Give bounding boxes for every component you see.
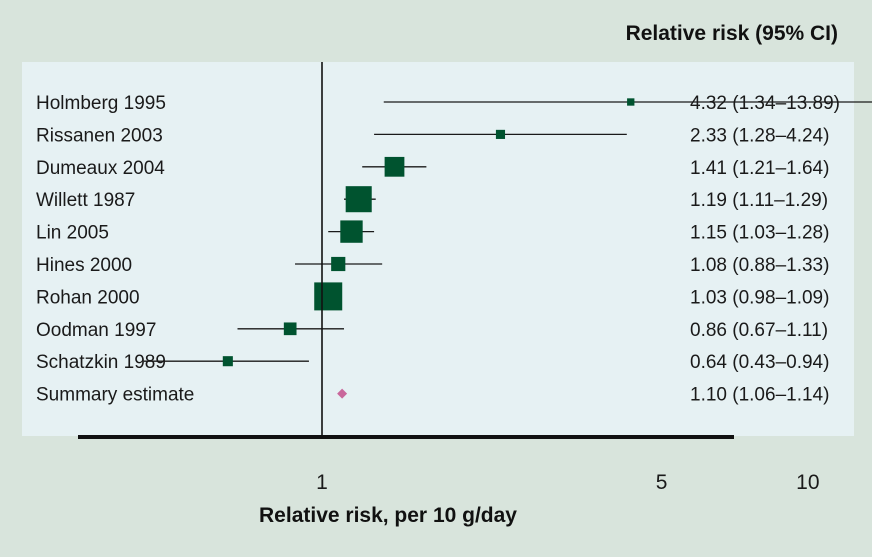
forest-row: Schatzkin 1989 0.64 (0.43–0.94): [36, 352, 829, 373]
point-estimate-marker: [314, 282, 343, 311]
forest-row: Summary estimate 1.10 (1.06–1.14): [36, 385, 829, 406]
study-label: Lin 2005: [36, 223, 109, 244]
study-label: Dumeaux 2004: [36, 158, 165, 179]
study-label: Willett 1987: [36, 190, 135, 211]
rr-ci-text: 1.15 (1.03–1.28): [690, 223, 829, 244]
x-tick-label: 10: [796, 471, 819, 494]
forest-row: Holmberg 1995 4.32 (1.34–13.89): [36, 93, 872, 114]
study-label: Hines 2000: [36, 255, 132, 276]
rr-ci-text: 0.86 (0.67–1.11): [690, 320, 828, 341]
forest-row: Rohan 2000 1.03 (0.98–1.09): [36, 282, 829, 311]
point-estimate-marker: [495, 129, 506, 139]
point-estimate-marker: [627, 98, 635, 106]
forest-row: Rissanen 2003 2.33 (1.28–4.24): [36, 125, 829, 146]
forest-row: Hines 2000 1.08 (0.88–1.33): [36, 255, 829, 276]
study-label: Rissanen 2003: [36, 125, 163, 146]
column-header: Relative risk (95% CI): [626, 22, 838, 45]
rr-ci-text: 1.10 (1.06–1.14): [690, 385, 829, 406]
x-tick-label: 5: [656, 471, 668, 494]
rr-ci-text: 1.03 (0.98–1.09): [690, 287, 829, 308]
study-label: Schatzkin 1989: [36, 352, 166, 373]
rr-ci-text: 1.08 (0.88–1.33): [690, 255, 829, 276]
forest-row: Lin 2005 1.15 (1.03–1.28): [36, 220, 829, 244]
study-rows: Holmberg 1995 4.32 (1.34–13.89) Rissanen 2…: [36, 93, 872, 406]
study-label: Holmberg 1995: [36, 93, 166, 114]
forest-row: Oodman 1997 0.86 (0.67–1.11): [36, 320, 828, 341]
x-axis-title: Relative risk, per 10 g/day: [259, 504, 517, 527]
point-estimate-marker: [345, 186, 372, 213]
point-estimate-marker: [283, 322, 297, 336]
plot-panel: [22, 62, 854, 436]
point-estimate-marker: [222, 356, 233, 367]
point-estimate-marker: [384, 156, 405, 177]
x-tick-label: 1: [316, 471, 328, 494]
study-label: Rohan 2000: [36, 287, 140, 308]
x-axis-ticks: 0.2151015: [316, 471, 819, 494]
rr-ci-text: 2.33 (1.28–4.24): [690, 125, 829, 146]
point-estimate-marker: [331, 256, 346, 272]
summary-diamond: [337, 388, 348, 399]
study-label: Summary estimate: [36, 385, 194, 406]
forest-row: Willett 1987 1.19 (1.11–1.29): [36, 186, 828, 213]
rr-ci-text: 1.41 (1.21–1.64): [690, 158, 829, 179]
study-label: Oodman 1997: [36, 320, 156, 341]
rr-ci-text: 1.19 (1.11–1.29): [690, 190, 828, 211]
point-estimate-marker: [340, 220, 363, 243]
forest-row: Dumeaux 2004 1.41 (1.21–1.64): [36, 156, 829, 179]
rr-ci-text: 4.32 (1.34–13.89): [690, 93, 840, 114]
rr-ci-text: 0.64 (0.43–0.94): [690, 352, 829, 373]
